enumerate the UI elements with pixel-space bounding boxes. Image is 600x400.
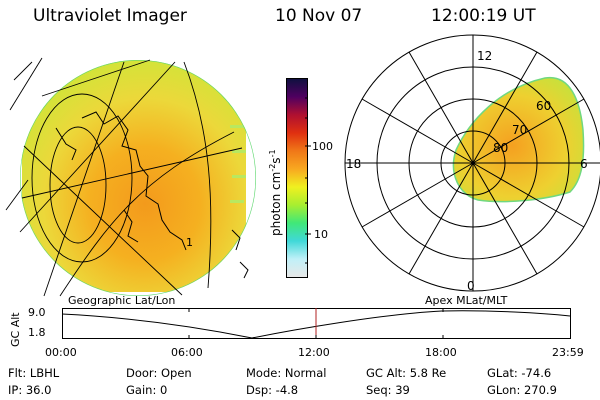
polar-panel-label: Apex MLat/MLT xyxy=(425,294,508,307)
geo-ring-label: 1 xyxy=(186,236,193,249)
polar-plot: 12 18 6 0 80 70 60 xyxy=(344,34,600,293)
param-flt: Flt: LBHL xyxy=(8,366,60,380)
colorbar-unit-exp1: -2 xyxy=(268,163,277,172)
colorbar-ticks xyxy=(305,97,311,264)
time-label: 12:00:19 UT xyxy=(431,6,536,26)
mlat-label-60: 60 xyxy=(536,99,551,113)
date-label: 10 Nov 07 xyxy=(275,6,363,26)
param-glat: GLat: -74.6 xyxy=(487,366,552,380)
colorbar-unit-mid: s xyxy=(269,157,283,164)
param-dsp: Dsp: -4.8 xyxy=(246,383,299,397)
geographic-image: 1 xyxy=(5,57,256,297)
colorbar-unit-label: photon cm-2s-1 xyxy=(268,149,283,236)
mlat-label-70: 70 xyxy=(512,123,527,137)
param-mode: Mode: Normal xyxy=(246,366,327,380)
mlt-label-18: 18 xyxy=(346,157,361,171)
colorbar-unit-text: photon cm xyxy=(269,171,283,236)
xtick-1200: 12:00 xyxy=(298,346,330,359)
altitude-plot xyxy=(61,308,571,339)
altitude-curve xyxy=(61,310,571,339)
colorbar-tick-10: 10 xyxy=(314,228,328,241)
param-ip: IP: 36.0 xyxy=(8,383,52,397)
xtick-0000: 00:00 xyxy=(45,346,77,359)
mlt-label-6: 6 xyxy=(580,157,588,171)
mlt-label-0: 0 xyxy=(467,279,475,293)
param-gcalt: GC Alt: 5.8 Re xyxy=(366,366,447,380)
param-gain: Gain: 0 xyxy=(126,383,168,397)
param-glon: GLon: 270.9 xyxy=(487,383,557,397)
instrument-title: Ultraviolet Imager xyxy=(33,6,187,26)
mlt-label-12: 12 xyxy=(477,49,492,63)
colorbar-unit-exp2: -1 xyxy=(268,149,277,158)
geo-panel-label: Geographic Lat/Lon xyxy=(68,294,176,307)
xtick-1800: 18:00 xyxy=(425,346,457,359)
altitude-ylabel: GC Alt xyxy=(9,312,22,347)
param-seq: Seq: 39 xyxy=(366,383,410,397)
param-door: Door: Open xyxy=(126,366,192,380)
altitude-ytick-bottom: 1.8 xyxy=(28,326,46,339)
xtick-0600: 06:00 xyxy=(171,346,203,359)
xtick-2359: 23:59 xyxy=(552,346,584,359)
colorbar-tick-100: 100 xyxy=(312,140,333,153)
altitude-ytick-top: 9.0 xyxy=(28,306,46,319)
mlat-label-80: 80 xyxy=(493,141,508,155)
